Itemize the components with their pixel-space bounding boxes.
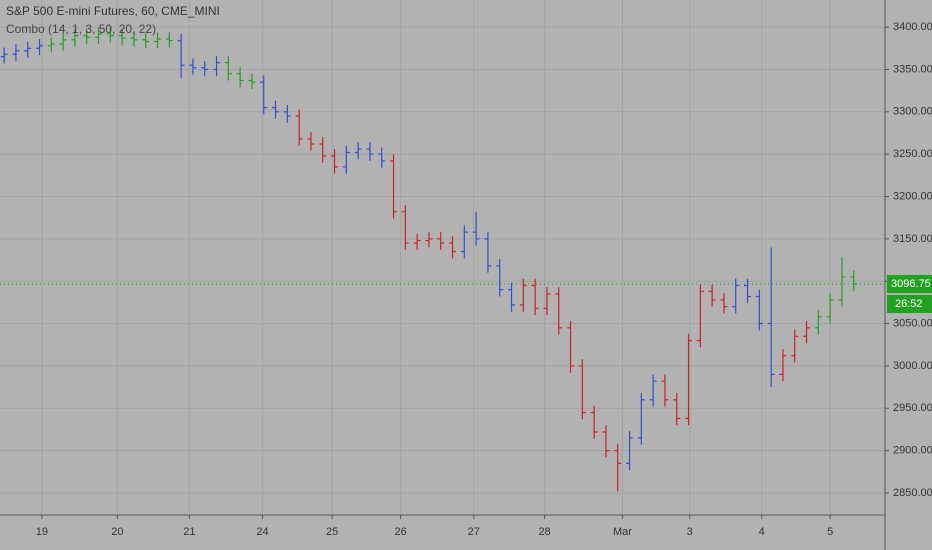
y-tick-label: 3050.00 <box>893 317 932 329</box>
countdown-label: 26:52 <box>895 298 923 310</box>
x-tick-label: 19 <box>36 526 48 538</box>
x-tick-label: 27 <box>468 526 480 538</box>
x-tick-label: 26 <box>394 526 406 538</box>
x-tick-label: 5 <box>827 526 833 538</box>
y-tick-label: 3350.00 <box>893 63 932 75</box>
y-tick-label: 3300.00 <box>893 106 932 118</box>
y-tick-label: 2850.00 <box>893 487 932 499</box>
y-tick-label: 3000.00 <box>893 360 932 372</box>
y-tick-label: 2900.00 <box>893 445 932 457</box>
last-price-box <box>887 274 932 293</box>
y-tick-label: 3250.00 <box>893 148 932 160</box>
chart-title: S&P 500 E-mini Futures, 60, CME_MINI <box>6 4 220 18</box>
y-tick-label: 3200.00 <box>893 190 932 202</box>
x-tick-label: 24 <box>256 526 268 538</box>
y-tick-label: 3400.00 <box>893 21 932 33</box>
x-tick-label: 28 <box>538 526 550 538</box>
x-tick-label: 20 <box>111 526 123 538</box>
x-tick-label: 4 <box>759 526 765 538</box>
countdown-box <box>887 294 932 313</box>
x-tick-label: 3 <box>687 526 693 538</box>
x-tick-label: Mar <box>613 526 632 538</box>
last-price-label: 3096.75 <box>891 278 931 290</box>
y-tick-label: 2950.00 <box>893 402 932 414</box>
indicator-label: Combo (14, 1, 3, 50, 20, 22) <box>6 22 156 36</box>
x-tick-label: 21 <box>183 526 195 538</box>
y-tick-label: 3150.00 <box>893 233 932 245</box>
x-tick-label: 25 <box>326 526 338 538</box>
